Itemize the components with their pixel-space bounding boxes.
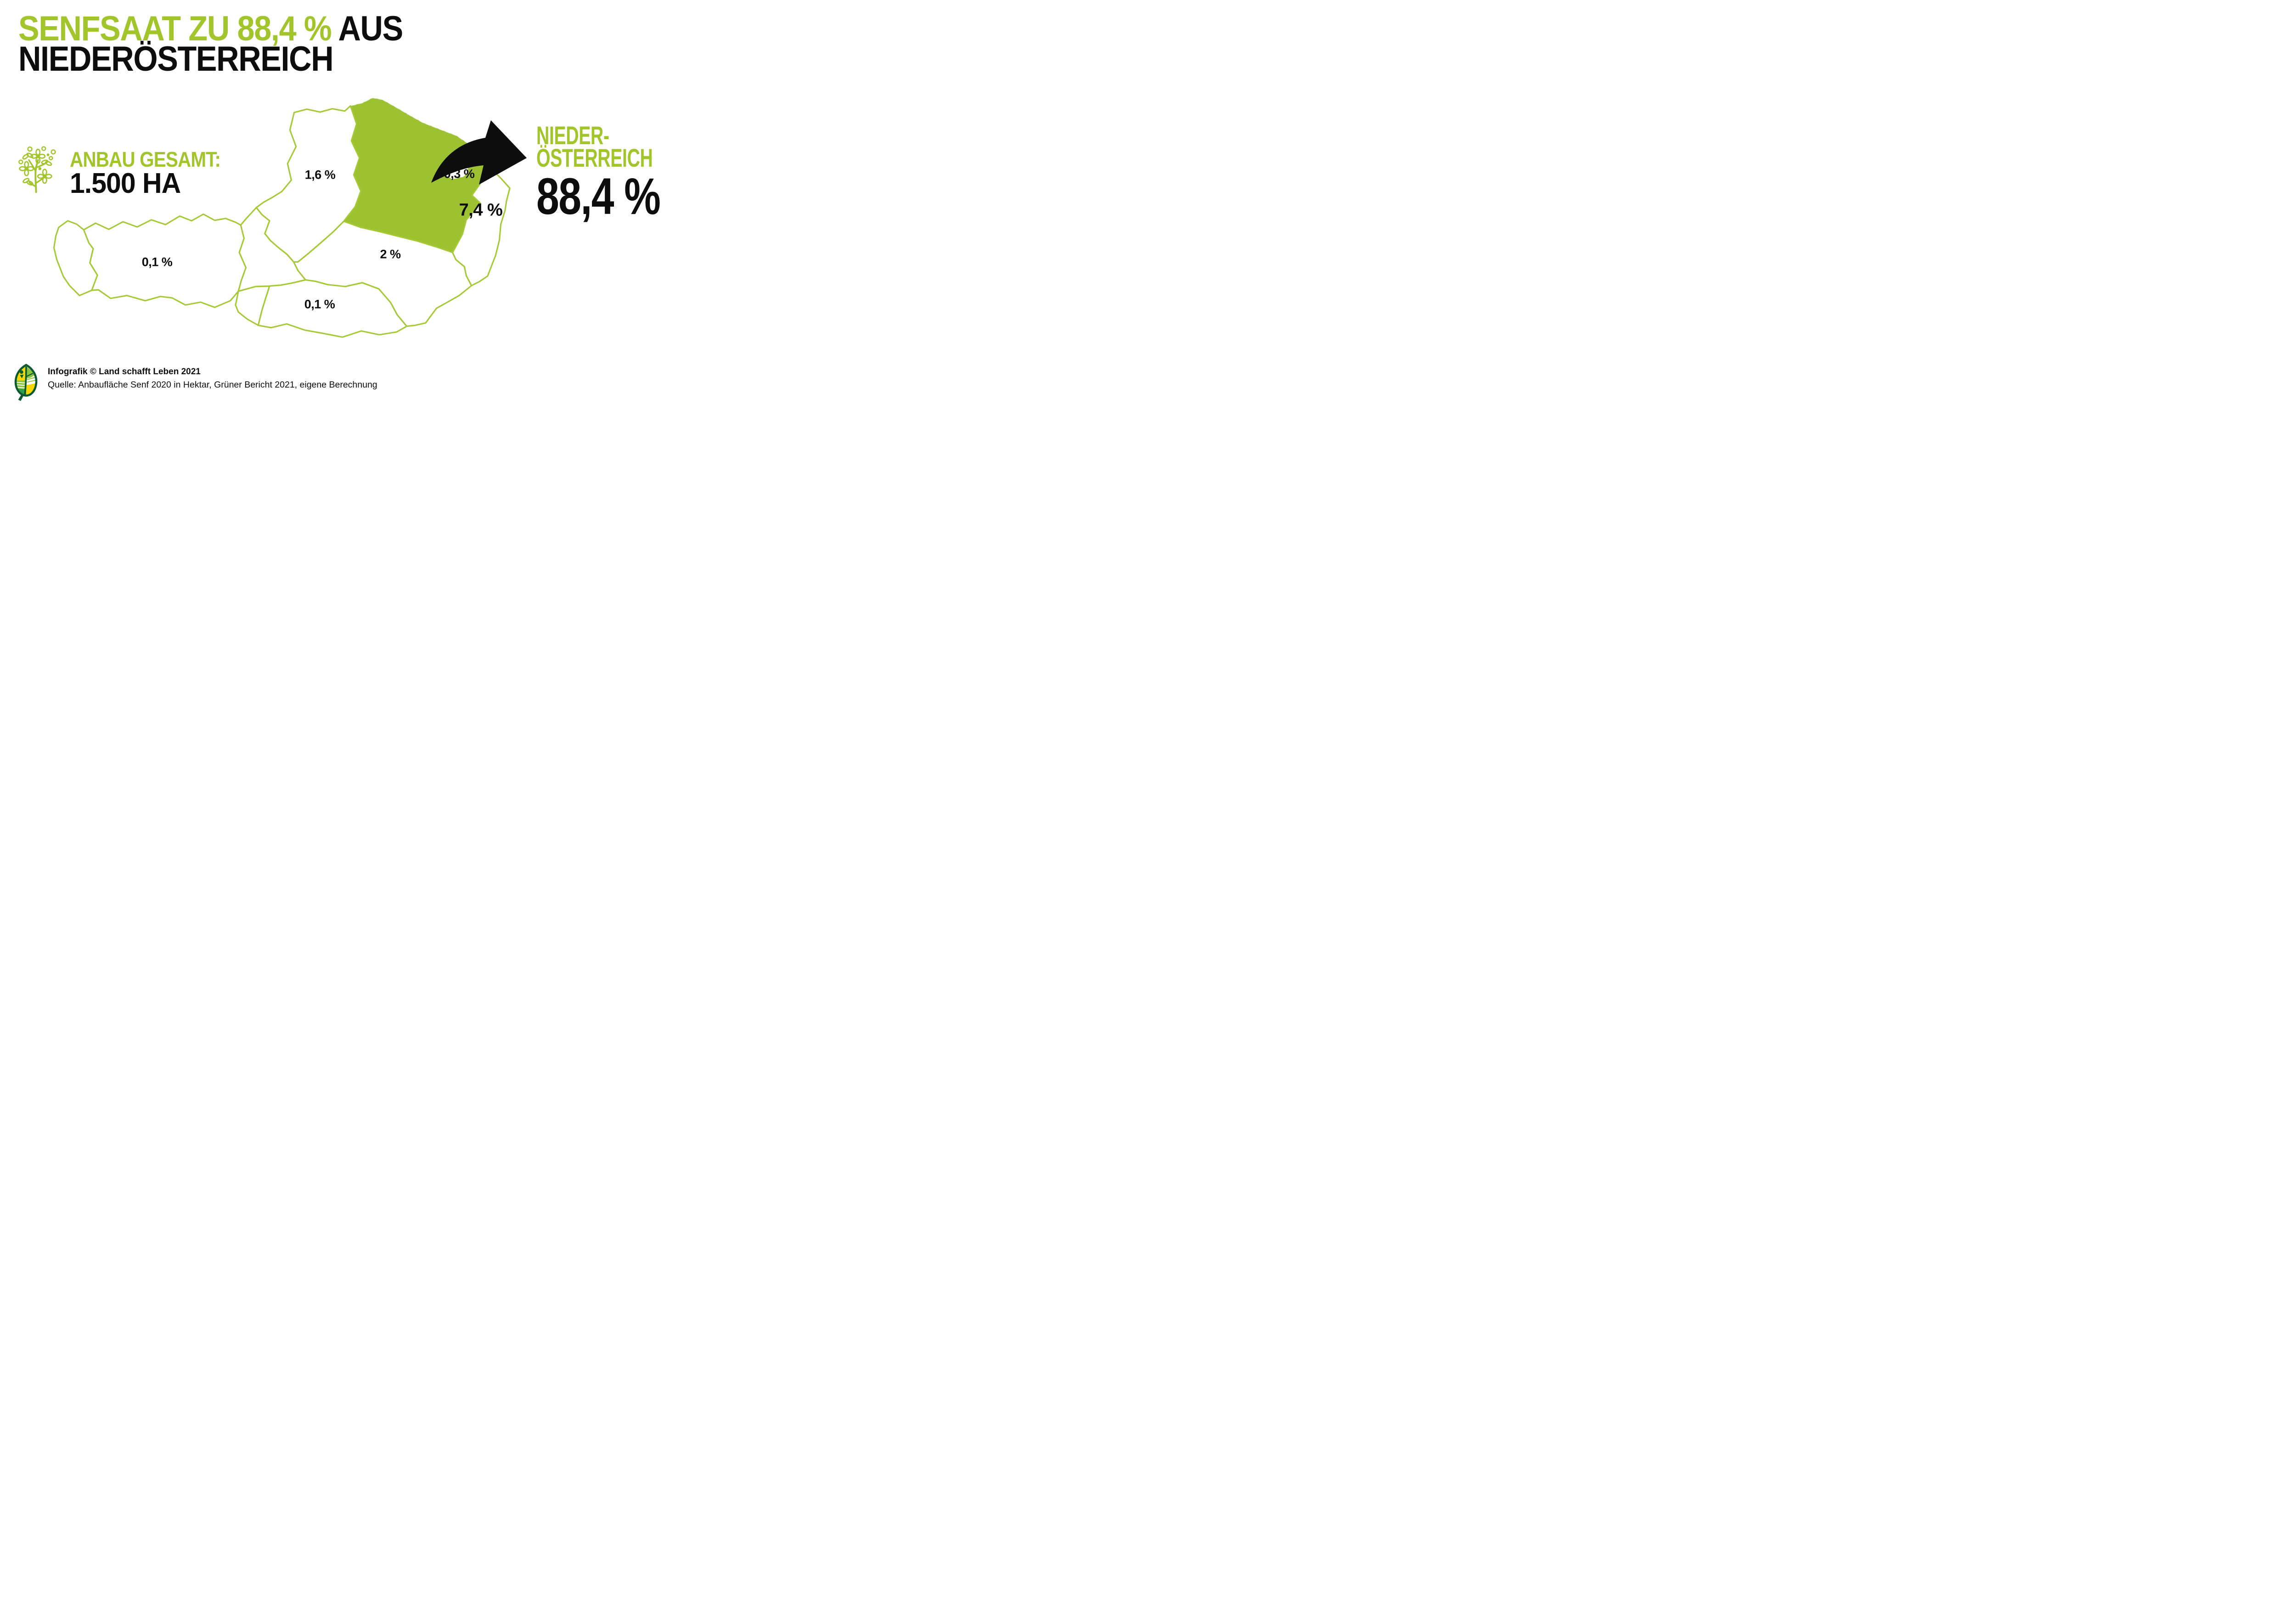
infographic-page: SENFSAAT ZU 88,4 % AUS NIEDERÖSTERREICH xyxy=(0,0,717,404)
arrow-icon xyxy=(431,120,527,185)
label-oberoesterreich-pct: 1,6 % xyxy=(304,168,336,182)
land-schafft-leben-logo-icon xyxy=(14,364,38,401)
callout-region-line2: ÖSTERREICH xyxy=(536,143,653,172)
label-tirol-pct: 0,1 % xyxy=(141,255,173,269)
label-steiermark-pct: 2 % xyxy=(380,247,401,261)
map-region-steiermark xyxy=(293,220,473,327)
total-area-label: ANBAU GESAMT: xyxy=(70,147,221,171)
page-title-line2: NIEDERÖSTERREICH xyxy=(18,39,334,79)
page-title: SENFSAAT ZU 88,4 % AUS NIEDERÖSTERREICH xyxy=(18,11,403,79)
label-burgenland-pct: 7,4 % xyxy=(459,200,503,220)
page-title-line1: SENFSAAT ZU 88,4 % AUS xyxy=(18,11,403,46)
footer-source: Quelle: Anbaufläche Senf 2020 in Hektar,… xyxy=(48,380,377,390)
callout-value: 88,4 % xyxy=(536,168,661,225)
map-region-kaernten xyxy=(257,279,408,338)
label-kaernten-pct: 0,1 % xyxy=(304,297,335,311)
mustard-sprig-icon xyxy=(18,146,56,193)
page-title-line1-black: AUS xyxy=(338,9,404,48)
total-area-value: 1.500 HA xyxy=(70,168,181,199)
page-title-line1-green: SENFSAAT ZU 88,4 % xyxy=(18,9,332,48)
map-region-burgenland xyxy=(452,169,511,287)
footer-credit: Infografik © Land schafft Leben 2021 xyxy=(48,367,201,377)
highlight-callout: NIEDER- ÖSTERREICH 88,4 % xyxy=(536,121,703,225)
austria-map xyxy=(53,97,511,338)
callout-region-line1: NIEDER- xyxy=(536,121,609,150)
